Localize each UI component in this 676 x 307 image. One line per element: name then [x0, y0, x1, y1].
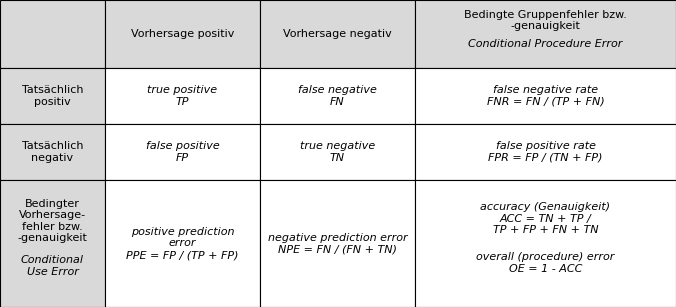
Bar	[0, 0, 105, 68]
Bar	[415, 68, 676, 124]
Bar	[415, 0, 676, 68]
Text: accuracy (Genauigkeit)
ACC = TN + TP /
TP + FP + FN + TN: accuracy (Genauigkeit) ACC = TN + TP / T…	[481, 202, 610, 235]
Text: Tatsächlich
positiv: Tatsächlich positiv	[22, 85, 83, 107]
Bar	[105, 0, 260, 68]
Bar	[260, 180, 415, 307]
Text: Vorhersage positiv: Vorhersage positiv	[131, 29, 234, 39]
Bar	[0, 124, 105, 180]
Text: Bedingter
Vorhersage-
fehler bzw.
-genauigkeit: Bedingter Vorhersage- fehler bzw. -genau…	[18, 199, 87, 243]
Text: false negative
FN: false negative FN	[298, 85, 377, 107]
Text: Conditional
Use Error: Conditional Use Error	[21, 255, 84, 277]
Bar	[260, 68, 415, 124]
Text: negative prediction error
NPE = FN / (FN + TN): negative prediction error NPE = FN / (FN…	[268, 233, 408, 254]
Bar	[0, 68, 105, 124]
Text: Tatsächlich
negativ: Tatsächlich negativ	[22, 141, 83, 163]
Bar	[260, 124, 415, 180]
Text: overall (procedure) error
OE = 1 - ACC: overall (procedure) error OE = 1 - ACC	[477, 252, 614, 274]
Text: Bedingte Gruppenfehler bzw.
-genauigkeit: Bedingte Gruppenfehler bzw. -genauigkeit	[464, 10, 627, 31]
Bar	[415, 180, 676, 307]
Text: false positive rate
FPR = FP / (TN + FP): false positive rate FPR = FP / (TN + FP)	[488, 141, 603, 163]
Text: Conditional Procedure Error: Conditional Procedure Error	[468, 39, 623, 49]
Text: false negative rate
FNR = FN / (TP + FN): false negative rate FNR = FN / (TP + FN)	[487, 85, 604, 107]
Text: positive prediction
error
PPE = FP / (TP + FP): positive prediction error PPE = FP / (TP…	[126, 227, 239, 260]
Text: true negative
TN: true negative TN	[300, 141, 375, 163]
Bar	[105, 180, 260, 307]
Text: Vorhersage negativ: Vorhersage negativ	[283, 29, 392, 39]
Text: false positive
FP: false positive FP	[145, 141, 220, 163]
Text: true positive
TP: true positive TP	[147, 85, 218, 107]
Bar	[105, 68, 260, 124]
Bar	[0, 180, 105, 307]
Bar	[105, 124, 260, 180]
Bar	[415, 124, 676, 180]
Bar	[260, 0, 415, 68]
